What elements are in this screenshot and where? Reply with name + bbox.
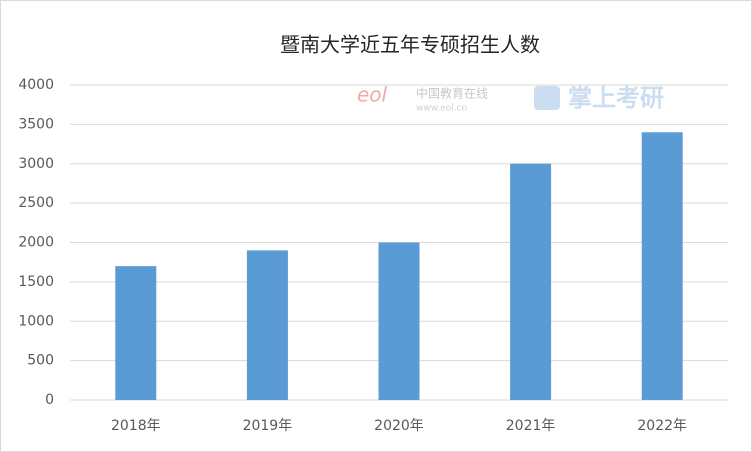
y-tick-label: 3000 xyxy=(18,156,54,172)
x-tick-label: 2018年 xyxy=(111,418,161,434)
x-tick-label: 2021年 xyxy=(506,418,556,434)
y-tick-label: 0 xyxy=(45,392,54,408)
x-tick-label: 2022年 xyxy=(637,418,687,434)
y-tick-label: 2000 xyxy=(18,235,54,251)
bar xyxy=(378,242,420,400)
y-tick-label: 4000 xyxy=(18,77,54,93)
chart-title: 暨南大学近五年专硕招生人数 xyxy=(280,33,540,57)
bar xyxy=(115,266,157,400)
watermark-text: 中国教育在线 xyxy=(416,86,488,101)
y-tick-label: 1000 xyxy=(18,313,54,329)
bar xyxy=(641,132,683,400)
y-tick-label: 3500 xyxy=(18,116,54,132)
watermark-brand: 掌上考研 xyxy=(568,84,664,112)
bar xyxy=(510,163,552,400)
watermark-icon xyxy=(534,86,560,110)
watermark: eol 中国教育在线 www.eol.cn 掌上考研 xyxy=(357,83,664,114)
x-tick-label: 2019年 xyxy=(243,418,293,434)
bar xyxy=(246,250,288,400)
y-tick-label: 1500 xyxy=(18,274,54,290)
watermark-url: www.eol.cn xyxy=(416,104,467,114)
y-tick-label: 500 xyxy=(27,353,54,369)
y-tick-label: 2500 xyxy=(18,195,54,211)
watermark-logo: eol xyxy=(357,83,388,107)
x-tick-label: 2020年 xyxy=(374,418,424,434)
